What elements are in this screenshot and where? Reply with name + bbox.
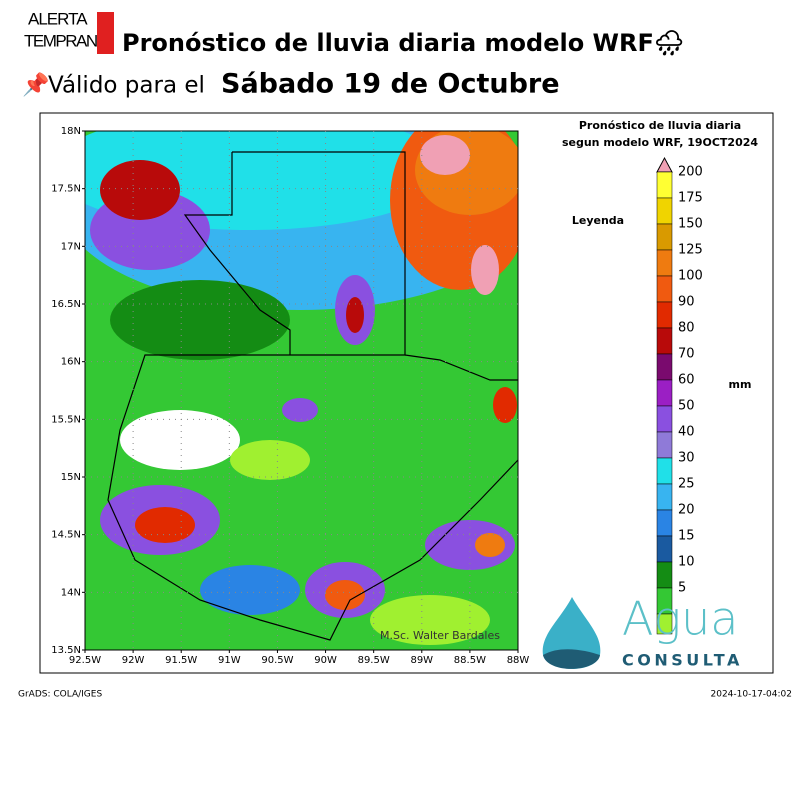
lon-tick-label: 91.5W [165,655,197,666]
legend-swatch [656,249,673,277]
lon-tick-label: 92.5W [69,655,101,666]
legend-label: 40 [678,425,695,440]
legend-swatch [656,171,673,199]
legend-title-2: segun modelo WRF, 19OCT2024 [562,136,758,149]
legend-swatch [656,535,673,563]
figure-frame [39,112,774,674]
lat-tick-label: 16N [61,357,81,368]
legend-label: 30 [678,451,695,466]
legend-label: 100 [678,269,703,284]
logo-bottom: TEMPRANA [24,31,109,50]
legend-label: 80 [678,321,695,336]
lat-tick-label: 17.5N [51,184,81,195]
brand-sub: CONSULTA [622,651,743,670]
legend-label: 20 [678,503,695,518]
legend-swatch [656,275,673,303]
lat-tick-label: 14.5N [51,530,81,541]
lon-tick-label: 90.5W [261,655,293,666]
legend-label: 15 [678,529,695,544]
legend-top-swatch [656,156,673,173]
legend-label: 70 [678,347,695,362]
lon-tick-label: 90W [314,655,337,666]
logo-top: ALERTA [28,9,88,28]
plot-border [84,130,519,651]
legend-swatch [656,431,673,459]
lon-tick-label: 88W [507,655,530,666]
footer-left: GrADS: COLA/IGES [18,690,102,700]
legend-bottom-swatch [656,613,673,635]
subtitle-date: Sábado 19 de Octubre [221,69,560,100]
legend-swatch [656,457,673,485]
legend-unit: mm [729,378,752,391]
legend-swatch [656,561,673,589]
legend-title-1: Pronóstico de lluvia diaria [579,119,741,132]
lat-tick-label: 16.5N [51,299,81,310]
legend-label: 5 [678,581,686,596]
borders [107,151,519,641]
legend-swatch [656,353,673,381]
legend-label: 90 [678,295,695,310]
lat-tick-label: 13.5N [51,645,81,656]
title: Pronóstico de lluvia diaria modelo WRF🌧 [122,29,684,57]
subtitle-prefix: Válido para el [48,73,205,99]
lon-tick-label: 92W [122,655,145,666]
legend-heading: Leyenda [572,214,624,227]
lon-tick-label: 89W [410,655,433,666]
legend-label: 25 [678,477,695,492]
legend-swatch [656,483,673,511]
logo-a-box [97,12,114,54]
legend-swatch [656,405,673,433]
legend-swatch [656,301,673,329]
lon-tick-label: 91W [218,655,241,666]
lat-tick-label: 14N [61,587,81,598]
legend-swatch [656,379,673,407]
rainfall-field [85,131,518,650]
drop-logo-base [543,649,600,669]
lon-tick-label: 89.5W [358,655,390,666]
legend-swatch [656,509,673,537]
lat-tick-label: 17N [61,241,81,252]
brand-name: Agua [622,592,738,646]
legend-label: 10 [678,555,695,570]
lat-tick-label: 15.5N [51,414,81,425]
legend-swatch [656,197,673,225]
lat-tick-label: 15N [61,472,81,483]
legend-swatch [656,223,673,251]
legend-swatch [656,327,673,355]
legend-label: 50 [678,399,695,414]
lat-tick-label: 18N [61,126,81,137]
credit: M.Sc. Walter Bardales [380,629,500,642]
footer-right: 2024-10-17-04:02 [711,690,793,700]
legend-label: 125 [678,243,703,258]
pin-icon: 📌 [22,71,49,98]
legend-label: 150 [678,217,703,232]
lon-tick-label: 88.5W [454,655,486,666]
legend-label: 60 [678,373,695,388]
legend-label: 175 [678,191,703,206]
legend-label: 200 [678,165,703,180]
